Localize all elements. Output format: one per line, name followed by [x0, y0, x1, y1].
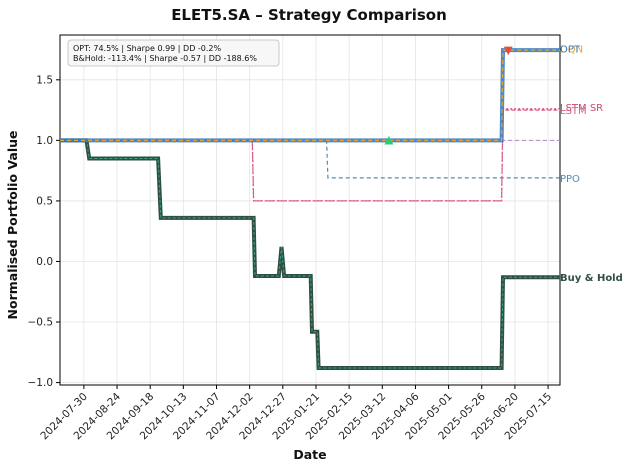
- end-label-buy-hold: Buy & Hold: [560, 273, 623, 284]
- grid: [60, 35, 560, 385]
- end-label-ppo: PPO: [560, 174, 580, 185]
- series-line-dqn: [60, 49, 560, 141]
- x-axis-ticks: 2024-07-302024-08-242024-09-182024-10-13…: [38, 385, 554, 442]
- y-tick-label: 0.5: [36, 195, 53, 207]
- y-tick-label: 0.0: [36, 256, 53, 268]
- end-label-opt: OPT: [560, 45, 581, 56]
- plot-area: [59, 34, 561, 386]
- y-axis-ticks: −1.0 −0.5 0.0 0.5 1.0 1.5: [28, 74, 60, 389]
- y-tick-label: −1.0: [28, 377, 54, 389]
- info-line-opt: OPT: 74.5% | Sharpe 0.99 | DD -0.2%: [73, 44, 222, 53]
- end-label-lstm: LSTM: [560, 106, 587, 117]
- sell-marker: [503, 46, 513, 56]
- y-axis-label: Normalised Portfolio Value: [5, 131, 20, 320]
- info-box: OPT: 74.5% | Sharpe 0.99 | DD -0.2% B&Ho…: [67, 39, 280, 67]
- y-tick-label: −0.5: [28, 317, 54, 329]
- info-line-buyhold: B&Hold: -113.4% | Sharpe -0.57 | DD -188…: [73, 54, 257, 63]
- series-line-lstm-sr: [60, 108, 560, 202]
- end-label-lstm-sr: LSTM SR: [560, 103, 603, 114]
- buy-marker: [384, 135, 394, 145]
- y-tick-label: 1.0: [36, 135, 53, 147]
- end-label-dqn: DQN: [560, 45, 583, 56]
- series-line-buy-hold: [60, 139, 560, 369]
- series-line-lstm: [60, 109, 560, 202]
- marker-layer: [384, 46, 513, 145]
- chart-title: ELET5.SA – Strategy Comparison: [171, 6, 447, 24]
- y-tick-label: 1.5: [36, 74, 53, 86]
- series-layer: [60, 48, 560, 370]
- x-axis-label: Date: [293, 447, 326, 462]
- series-line-buy-hold: [60, 138, 560, 370]
